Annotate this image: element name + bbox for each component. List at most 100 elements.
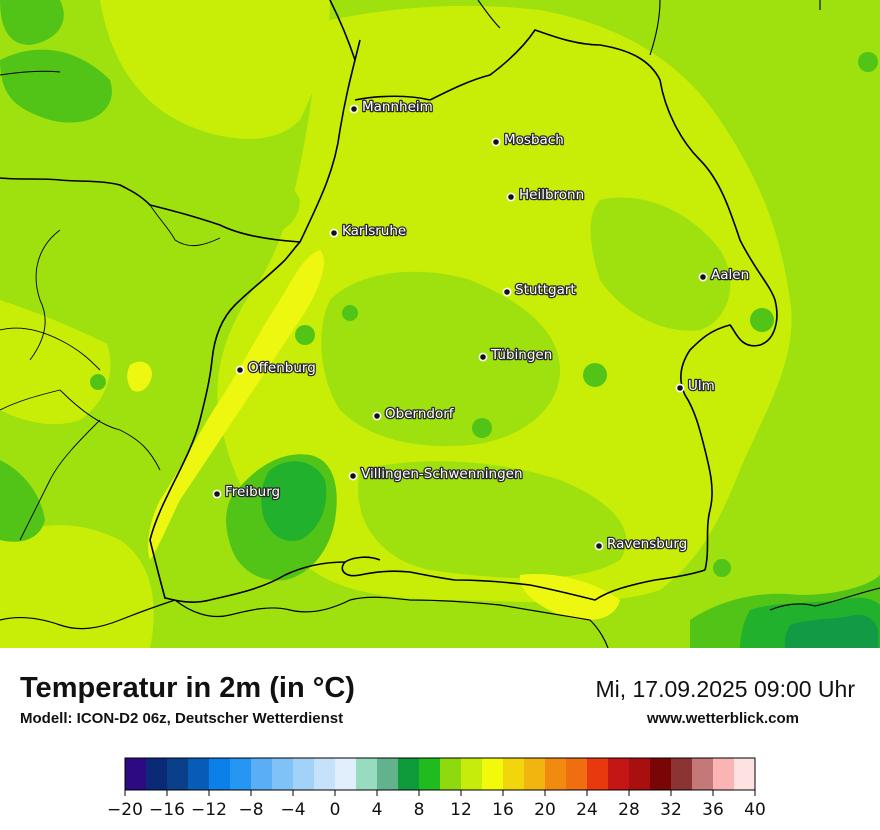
city-dot: [212, 489, 222, 499]
green-spot-3: [295, 325, 315, 345]
city-villingen-schwenningen: Villingen-Schwenningen: [348, 465, 524, 483]
green-zone-ne: [720, 0, 880, 300]
city-label: Mannheim: [362, 99, 433, 115]
legend-tick-label: −20: [107, 800, 143, 820]
city-dot: [491, 137, 501, 147]
city-t-bingen: Tübingen: [478, 346, 554, 364]
green-spot-7: [858, 52, 878, 72]
legend-swatch: [461, 758, 483, 790]
legend-tick-label: 36: [702, 800, 724, 820]
city-label: Oberndorf: [385, 406, 455, 422]
green-spot-6: [90, 374, 106, 390]
color-legend: −20 −16 −12 −8 −4 0 4 8 12 16 20 24 28 32 36 40: [107, 757, 766, 820]
border-north: [0, 0, 821, 76]
dark-green-zone-blackforest: [261, 461, 327, 541]
website-link[interactable]: www.wetterblick.com: [647, 710, 799, 727]
country-border: [0, 204, 221, 541]
city-freiburg: Freiburg: [212, 483, 281, 501]
legend-tick-label: 40: [744, 800, 766, 820]
city-label: Ulm: [688, 378, 715, 394]
legend-swatch: [524, 758, 546, 790]
green-zone-nw-corner: [0, 0, 64, 45]
city-label: Stuttgart: [515, 282, 576, 298]
city-dot: [502, 287, 512, 297]
lime-zone-southwest: [0, 525, 154, 648]
city-markers: Mannheim Mosbach Heilbronn Karlsruhe Aalen St…: [212, 98, 750, 553]
city-dot: [348, 471, 358, 481]
legend-swatch: [251, 758, 273, 790]
city-mannheim: Mannheim: [349, 98, 434, 116]
legend-swatch: [188, 758, 210, 790]
legend-swatch: [503, 758, 525, 790]
legend-swatch: [167, 758, 189, 790]
legend-frame: [124, 757, 756, 791]
city-label: Freiburg: [225, 484, 280, 500]
city-dot: [372, 411, 382, 421]
city-offenburg: Offenburg: [235, 359, 317, 377]
city-ulm: Ulm: [675, 377, 716, 395]
forecast-datetime: Mi, 17.09.2025 09:00 Uhr: [595, 676, 855, 702]
legend-tick-label: −12: [191, 800, 227, 820]
model-info: Modell: ICON-D2 06z, Deutscher Wetterdie…: [20, 710, 344, 727]
legend-swatch: [125, 758, 147, 790]
city-stuttgart: Stuttgart: [502, 281, 577, 299]
temperature-map[interactable]: Mannheim Mosbach Heilbronn Karlsruhe Aalen St…: [0, 0, 880, 648]
legend-swatch: [692, 758, 714, 790]
green-zone-northhill: [0, 49, 112, 123]
state-border: [0, 0, 778, 603]
green-zone-sw-edge: [0, 460, 45, 542]
city-label: Aalen: [711, 267, 749, 283]
legend-tick-label: 0: [330, 800, 341, 820]
city-dot: [235, 365, 245, 375]
legend-tick-label: −8: [238, 800, 263, 820]
legend-tick-label: −4: [280, 800, 305, 820]
green-spot-8: [713, 559, 731, 577]
legend-tick-label: 8: [414, 800, 425, 820]
green-zone-center: [321, 271, 560, 447]
legend-swatch: [230, 758, 252, 790]
legend-swatch: [272, 758, 294, 790]
legend-tick-label: 32: [660, 800, 682, 820]
legend-swatch: [587, 758, 609, 790]
legend-swatch: [356, 758, 378, 790]
city-label: Ravensburg: [607, 536, 687, 552]
city-dot: [594, 541, 604, 551]
green-zone-se: [700, 300, 880, 648]
yellow-zone-small: [127, 361, 152, 392]
city-dot: [478, 352, 488, 362]
legend-swatch: [713, 758, 735, 790]
city-dot: [675, 383, 685, 393]
footer: Temperatur in 2m (in °C) Modell: ICON-D2…: [0, 648, 880, 830]
legend-swatch: [335, 758, 357, 790]
city-oberndorf: Oberndorf: [372, 405, 456, 423]
legend-tick-label: 24: [576, 800, 598, 820]
city-karlsruhe: Karlsruhe: [329, 222, 408, 240]
legend-swatch: [209, 758, 231, 790]
city-label: Offenburg: [248, 360, 316, 376]
legend-swatch: [419, 758, 441, 790]
legend-tick-label: −16: [149, 800, 185, 820]
legend-swatch: [377, 758, 399, 790]
legend-swatch: [566, 758, 588, 790]
legend-swatch: [482, 758, 504, 790]
legend-tick-label: 28: [618, 800, 640, 820]
lime-zone-north: [100, 0, 330, 139]
green-spot-5: [750, 308, 774, 332]
green-zone-westside: [0, 190, 217, 364]
city-dot: [506, 192, 516, 202]
legend-swatch: [146, 758, 168, 790]
yellow-zone-lake: [519, 574, 620, 620]
legend-tick-label: 16: [492, 800, 514, 820]
city-dot: [698, 272, 708, 282]
yellow-zone-rhine: [148, 250, 324, 560]
legend-swatch: [671, 758, 693, 790]
city-dot: [349, 104, 359, 114]
legend-swatch: [734, 758, 756, 790]
map-canvas: Mannheim Mosbach Heilbronn Karlsruhe Aalen St…: [0, 0, 880, 648]
green-zone-south: [358, 461, 627, 579]
city-aalen: Aalen: [698, 266, 750, 284]
map-title: Temperatur in 2m (in °C): [20, 672, 355, 704]
green-spot-1: [583, 363, 607, 387]
legend-tick-label: 4: [372, 800, 383, 820]
legend-swatch: [629, 758, 651, 790]
